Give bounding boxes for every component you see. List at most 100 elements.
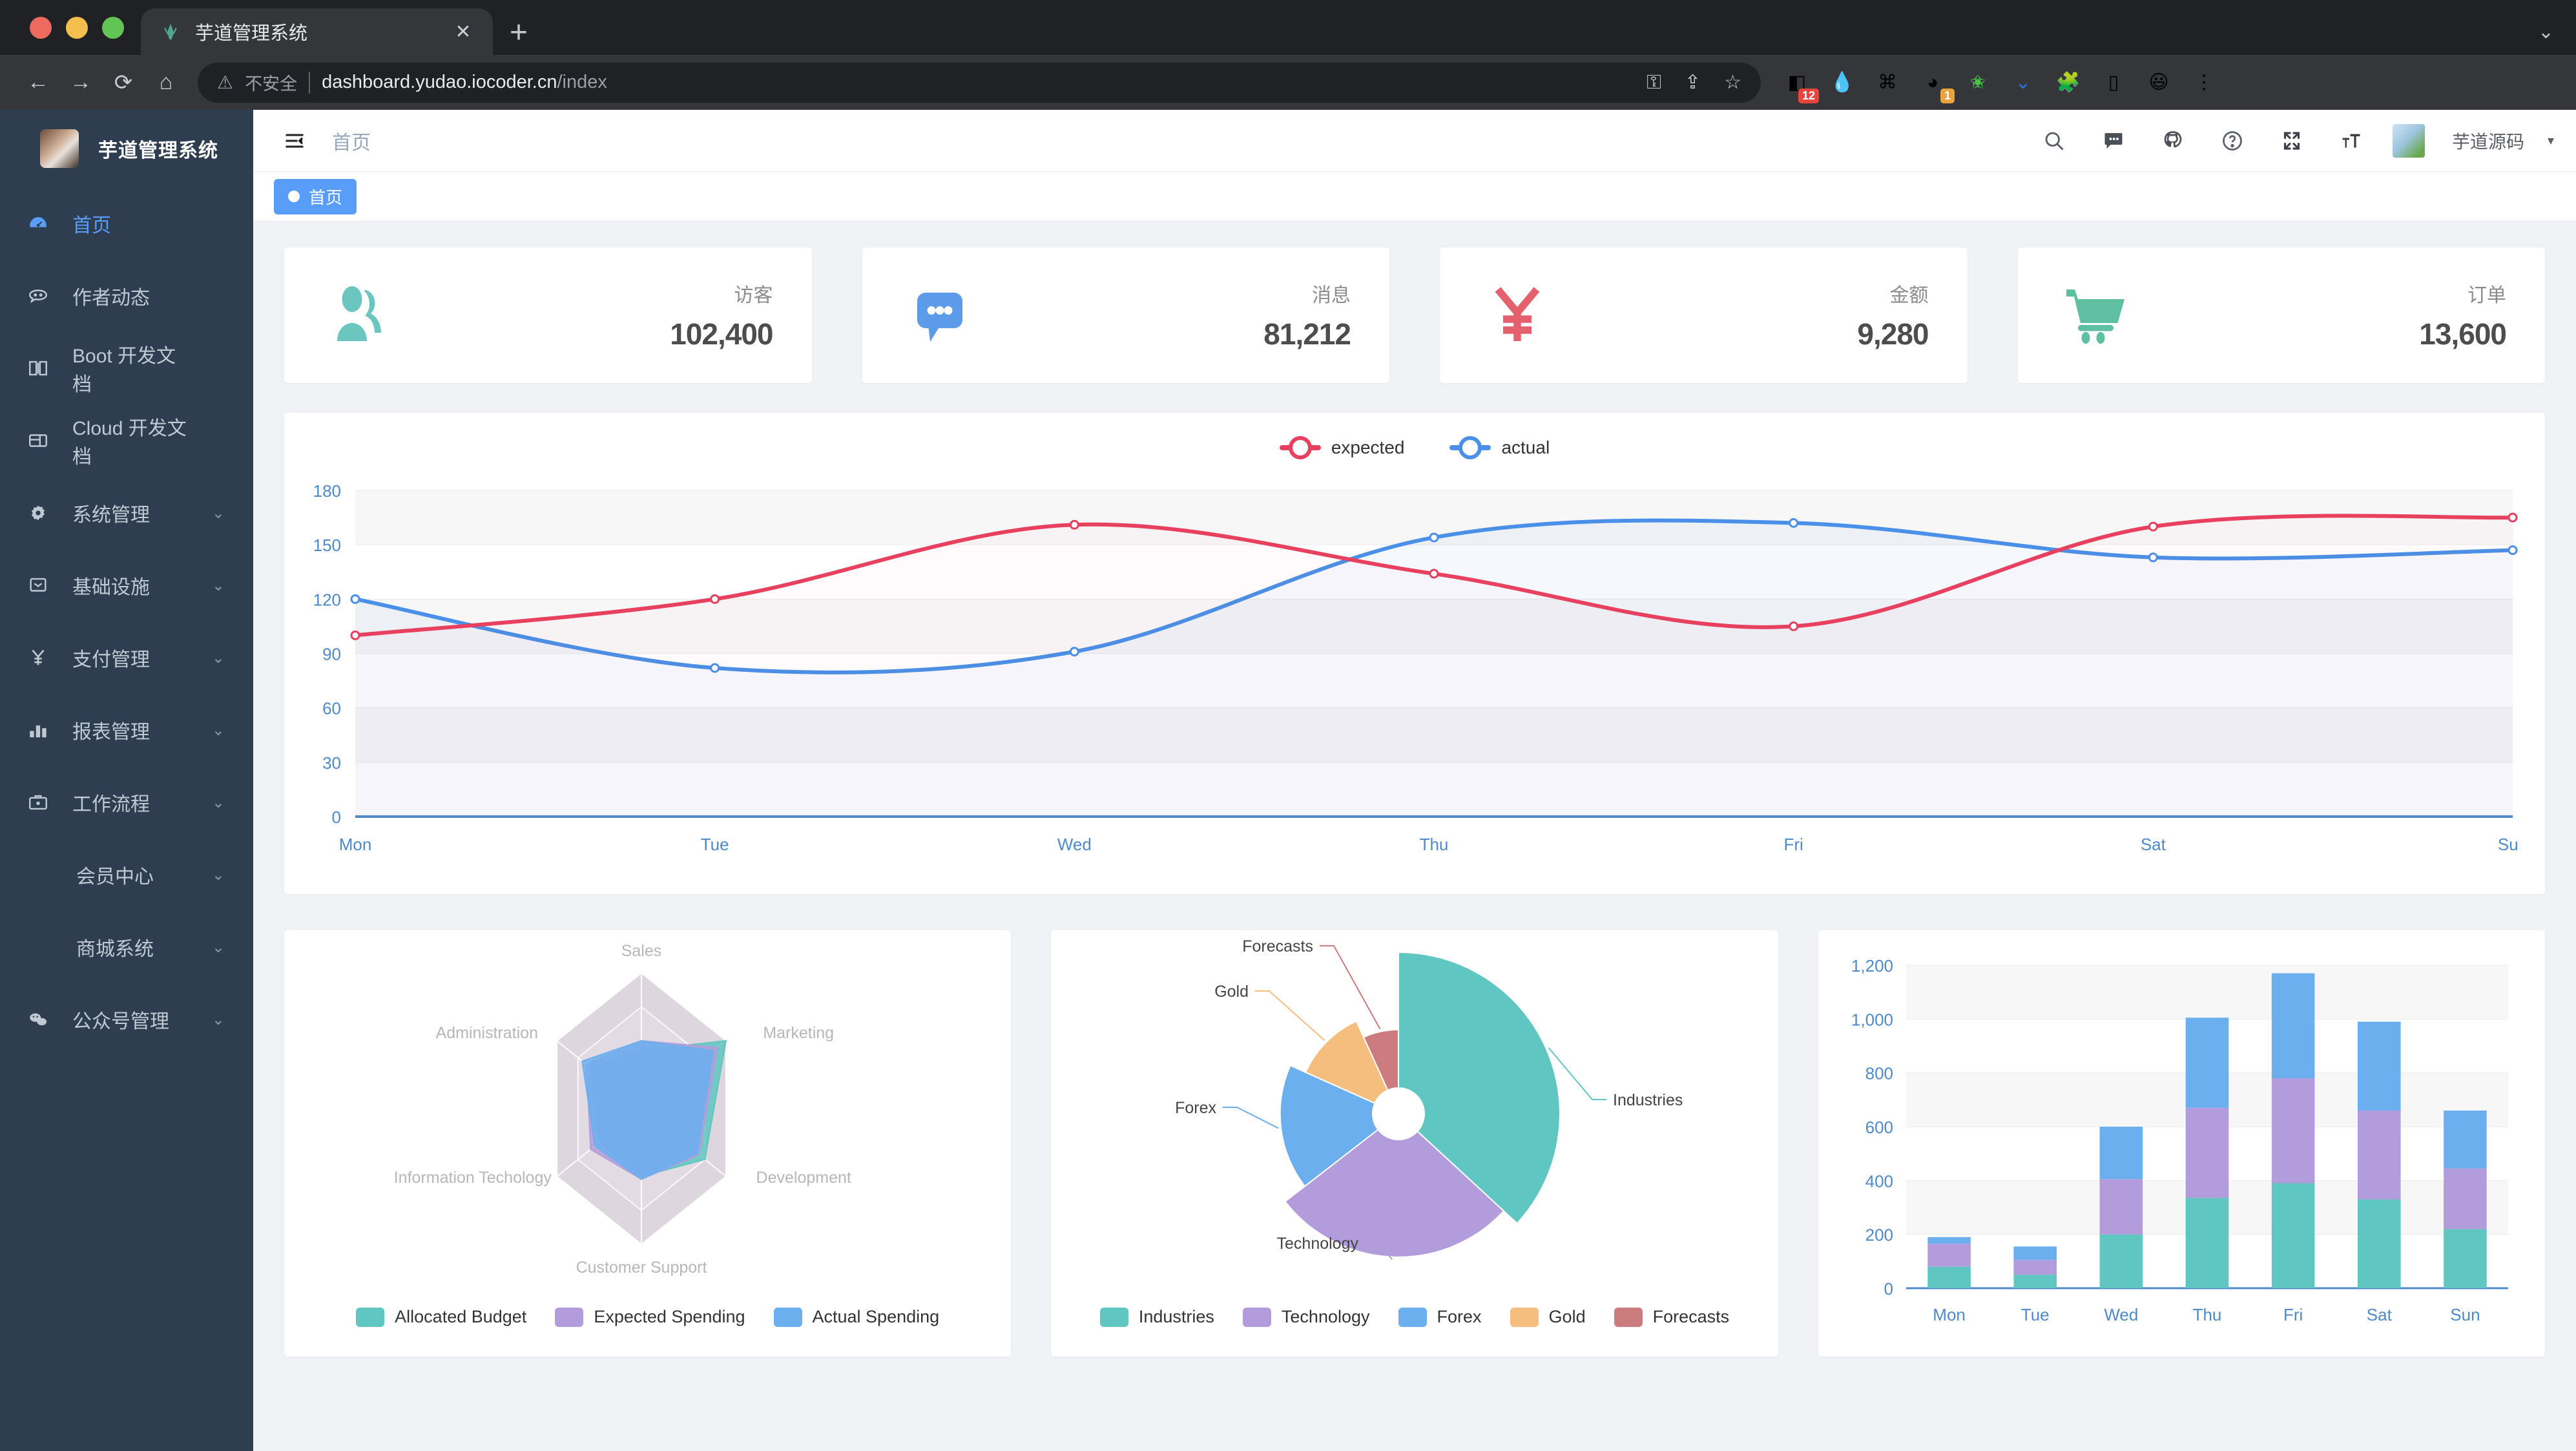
address-bar[interactable]: ⚠ 不安全 dashboard.yudao.iocoder.cn/index ⚿… (198, 62, 1761, 103)
message-icon[interactable] (2095, 123, 2132, 159)
star-icon[interactable]: ☆ (1724, 72, 1741, 93)
breadcrumb: 首页 (332, 132, 371, 154)
user-avatar[interactable] (2392, 123, 2425, 158)
github-icon[interactable] (2155, 123, 2191, 159)
puzzle-extension-icon[interactable]: 🧩 (2056, 72, 2081, 93)
font-size-icon[interactable] (2333, 123, 2369, 159)
message-bubble-icon (901, 277, 992, 354)
window-controls[interactable] (19, 0, 141, 55)
chevron-down-icon[interactable]: ⌄ (211, 504, 225, 522)
legend-item-forex[interactable]: Forex (1398, 1307, 1482, 1327)
fullscreen-icon[interactable] (2274, 123, 2310, 159)
circle-extension-icon[interactable]: ◕ 1 (1918, 68, 1955, 103)
svg-text:Tue: Tue (701, 835, 729, 854)
username-label[interactable]: 芋道源码 (2451, 131, 2524, 152)
double-chevron-extension-icon[interactable]: ⌄ (2015, 72, 2031, 93)
help-icon[interactable] (2214, 123, 2250, 159)
chevron-down-icon[interactable]: ⌄ (211, 793, 225, 811)
svg-text:Forecasts: Forecasts (1243, 939, 1314, 955)
legend-swatch (356, 1307, 385, 1327)
sidebar-item-pay-management[interactable]: 支付管理 ⌄ (0, 621, 253, 694)
chevron-down-icon[interactable]: ⌄ (211, 866, 225, 884)
stat-card-visitors[interactable]: 访客 102,400 (284, 247, 812, 383)
top-navbar: 首页 (253, 110, 2576, 171)
legend-item-industries[interactable]: Industries (1099, 1307, 1214, 1327)
reload-button[interactable]: ⟳ (114, 70, 133, 95)
home-button[interactable]: ⌂ (159, 70, 173, 94)
legend-item-forecasts[interactable]: Forecasts (1614, 1307, 1729, 1327)
chevron-down-icon[interactable]: ⌄ (211, 1010, 225, 1028)
sidebar-item-infrastructure[interactable]: 基础设施 ⌄ (0, 549, 253, 621)
stat-card-messages[interactable]: 消息 81,212 (862, 247, 1389, 383)
stat-value: 13,600 (2419, 317, 2507, 351)
collapse-menu-icon[interactable] (275, 129, 314, 152)
color-picker-extension-icon[interactable]: ◧ 12 (1783, 68, 1819, 103)
svg-text:1,200: 1,200 (1851, 956, 1893, 976)
sidebar-item-cloud-docs[interactable]: Cloud 开发文档 ⌄ (0, 404, 253, 477)
sidebar-item-mall-system[interactable]: 商城系统 ⌄ (0, 911, 253, 983)
key-icon[interactable]: ⚿ (1646, 71, 1661, 93)
sidebar-item-system-management[interactable]: 系统管理 ⌄ (0, 477, 253, 549)
stat-value: 9,280 (1857, 317, 1929, 351)
sidebar-item-dashboard[interactable]: 首页 ⌄ (0, 187, 253, 260)
legend-swatch (555, 1307, 584, 1327)
chevron-down-icon[interactable]: ⌄ (211, 576, 225, 594)
search-icon[interactable] (2036, 123, 2072, 159)
new-tab-button[interactable]: + (510, 16, 528, 50)
sidepanel-extension-icon[interactable]: ▯ (2108, 72, 2119, 93)
sidebar-item-label: 工作流程 (72, 794, 150, 815)
topbar-actions: 芋道源码 ▾ (2036, 123, 2554, 159)
chevron-down-icon[interactable]: ⌄ (211, 938, 225, 956)
tab-list-chevron-icon[interactable]: ⌄ (2537, 21, 2554, 43)
water-drop-extension-icon[interactable]: 💧 (1830, 72, 1854, 93)
profile-avatar-icon[interactable]: 😃 (2148, 72, 2169, 93)
sidebar-item-report-management[interactable]: 报表管理 ⌄ (0, 694, 253, 766)
command-extension-icon[interactable]: ⌘ (1878, 72, 1897, 93)
browser-tab[interactable]: 芋道管理系统 ✕ (141, 8, 493, 55)
chevron-down-icon[interactable]: ⌄ (211, 649, 225, 667)
radar-chart-panel: Sales Marketing Development Customer Suppor… (284, 930, 1012, 1357)
rose-chart-legend: Industries Technology Forex (1051, 1307, 1778, 1327)
close-window-button[interactable] (30, 16, 52, 39)
stat-card-amount[interactable]: 金额 9,280 (1440, 247, 1968, 383)
legend-label: Allocated Budget (395, 1307, 527, 1326)
radar-chart-legend: Allocated Budget Expected Spending Actua… (284, 1307, 1011, 1327)
back-button[interactable]: ← (27, 70, 49, 94)
legend-item-allocated-budget[interactable]: Allocated Budget (356, 1307, 526, 1327)
svg-text:Wed: Wed (2104, 1305, 2138, 1324)
brand-header[interactable]: 芋道管理系统 (0, 110, 253, 187)
stat-card-orders[interactable]: 订单 13,600 (2017, 247, 2545, 383)
legend-item-expected-spending[interactable]: Expected Spending (555, 1307, 745, 1327)
legend-item-gold[interactable]: Gold (1510, 1307, 1586, 1327)
chrome-menu-icon[interactable]: ⋮ (2194, 72, 2214, 93)
legend-item-expected[interactable]: expected (1279, 437, 1404, 458)
legend-item-technology[interactable]: Technology (1242, 1307, 1370, 1327)
share-icon[interactable]: ⇪ (1684, 72, 1701, 93)
svg-text:Thu: Thu (1420, 835, 1449, 854)
sidebar-item-author-news[interactable]: 作者动态 ⌄ (0, 260, 253, 332)
sidebar: 芋道管理系统 首页 ⌄ 作者动态 ⌄ Boot 开发文档 (0, 110, 253, 1451)
svg-text:Technology: Technology (1277, 1235, 1359, 1253)
brand-logo-icon (40, 129, 79, 168)
legend-item-actual[interactable]: actual (1449, 437, 1550, 458)
dashboard-content: 访客 102,400 消息 81,212 (253, 222, 2576, 1451)
rose-chart-panel: Industries Technology Forex Gold Forecasts I… (1051, 930, 1778, 1357)
legend-label: Forex (1437, 1307, 1482, 1326)
chevron-down-icon[interactable]: ⌄ (211, 721, 225, 739)
sidebar-item-member-center[interactable]: 会员中心 ⌄ (0, 839, 253, 911)
close-tab-button[interactable]: ✕ (455, 21, 472, 43)
sidebar-item-workflow[interactable]: 工作流程 ⌄ (0, 766, 253, 839)
sidebar-item-boot-docs[interactable]: Boot 开发文档 ⌄ (0, 332, 253, 404)
chevron-down-icon[interactable]: ▾ (2547, 134, 2554, 148)
star-outline-extension-icon[interactable]: ✬ (1969, 72, 1986, 93)
svg-text:150: 150 (313, 536, 341, 555)
sidebar-item-wechat-management[interactable]: 公众号管理 ⌄ (0, 983, 253, 1056)
forward-button[interactable]: → (70, 70, 92, 94)
minimize-window-button[interactable] (66, 16, 88, 39)
svg-text:0: 0 (1884, 1279, 1893, 1299)
maximize-window-button[interactable] (102, 16, 124, 39)
security-status-text: 不安全 (245, 74, 298, 94)
legend-item-actual-spending[interactable]: Actual Spending (773, 1307, 939, 1327)
tag-home[interactable]: 首页 (274, 178, 357, 214)
